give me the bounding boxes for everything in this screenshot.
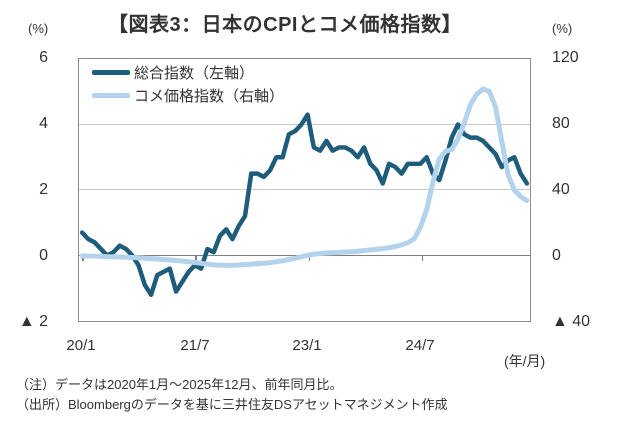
left-axis-unit: (%) <box>28 21 49 36</box>
legend-label-cpi: 総合指数（左軸） <box>134 65 255 82</box>
chart-lines <box>79 86 530 298</box>
left-axis-tick: 6 <box>39 49 48 66</box>
gridline-4pct <box>79 123 530 125</box>
x-axis-tick-label: 23/1 <box>292 337 322 354</box>
x-axis-tickmark <box>195 255 197 261</box>
legend-item-rice: コメ価格指数（右軸） <box>92 84 284 107</box>
cpi-line-swatch <box>92 70 130 75</box>
left-axis-tick: 4 <box>39 115 48 132</box>
x-axis-unit: (年/月) <box>504 353 546 369</box>
left-axis-tick: 0 <box>39 247 48 264</box>
right-axis-tick: 0 <box>552 247 561 264</box>
legend: 総合指数（左軸） コメ価格指数（右軸） <box>92 61 284 107</box>
chart-title: 【図表3：日本のCPIとコメ価格指数】 <box>108 14 462 36</box>
x-axis-tickmark <box>308 255 311 261</box>
left-axis-tick: ▲ 2 <box>18 313 48 330</box>
gridline-2pct <box>79 189 530 190</box>
x-axis-tick-label: 24/7 <box>405 337 435 354</box>
plot-area <box>78 58 531 322</box>
x-axis-tick-label: 20/1 <box>66 337 96 354</box>
footnote-note: （注）データは2020年1月～2025年12月、前年同月比。 <box>16 377 343 392</box>
legend-label-rice: コメ価格指数（右軸） <box>134 88 285 105</box>
right-axis-tick: 120 <box>552 49 579 66</box>
right-axis-tick: 40 <box>552 181 570 198</box>
x-axis-tick-label: 21/7 <box>180 337 210 354</box>
legend-item-cpi: 総合指数（左軸） <box>92 61 284 84</box>
x-axis-tickmark <box>421 255 424 261</box>
right-axis-unit: (%) <box>552 21 573 36</box>
footnote-source: （出所）Bloombergのデータを基に三井住友DSアセットマネジメント作成 <box>16 397 448 412</box>
left-axis-tick: 2 <box>39 181 48 198</box>
right-axis-tick: 80 <box>552 115 570 132</box>
right-axis-tick: ▲ 40 <box>552 313 591 330</box>
rice-line-swatch <box>92 93 130 98</box>
